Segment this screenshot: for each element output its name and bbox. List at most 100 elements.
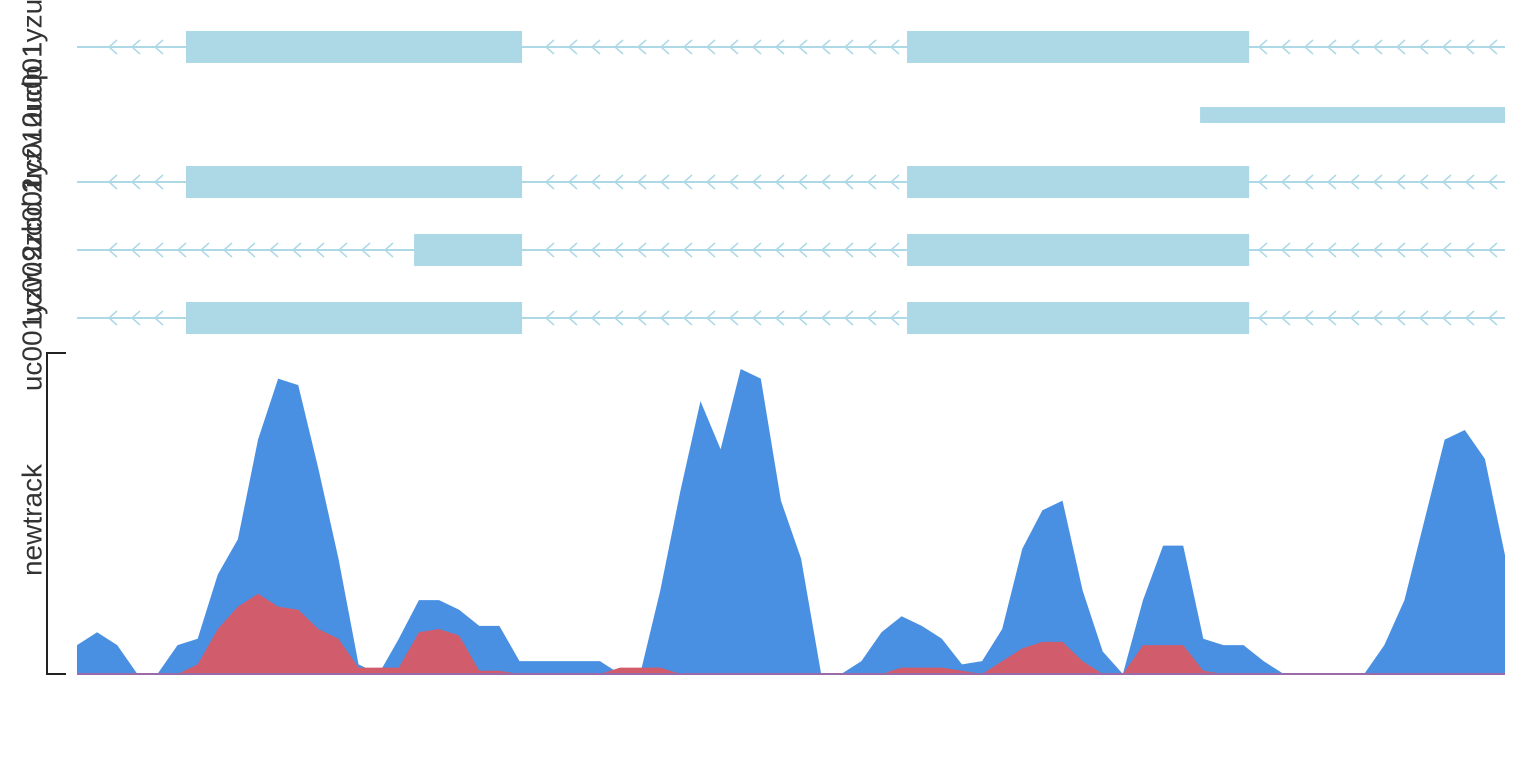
strand-arrow — [1257, 310, 1268, 326]
exon — [907, 302, 1250, 334]
strand-arrow — [130, 310, 141, 326]
strand-arrow — [107, 310, 118, 326]
strand-arrow — [682, 174, 693, 190]
strand-arrow — [567, 242, 578, 258]
strand-arrow — [107, 39, 118, 55]
strand-arrow — [1280, 174, 1291, 190]
transcript-label: uc009zbd.2 — [16, 178, 47, 323]
strand-arrow — [590, 174, 601, 190]
strand-arrow — [590, 39, 601, 55]
strand-arrow — [659, 310, 670, 326]
strand-arrow — [682, 39, 693, 55]
strand-arrow — [705, 174, 716, 190]
strand-arrow — [728, 39, 739, 55]
strand-arrow — [1280, 242, 1291, 258]
strand-arrow — [1441, 174, 1452, 190]
strand-arrow — [590, 310, 601, 326]
strand-arrow — [1326, 310, 1337, 326]
y-axis-label: newtrack — [16, 463, 47, 576]
strand-arrow — [1280, 310, 1291, 326]
strand-arrow — [1372, 39, 1383, 55]
coverage-area — [77, 593, 1505, 674]
strand-arrow — [199, 242, 210, 258]
strand-arrow — [1418, 310, 1429, 326]
strand-arrow — [1441, 310, 1452, 326]
strand-arrow — [820, 174, 831, 190]
strand-arrow — [1372, 310, 1383, 326]
strand-arrow — [636, 39, 647, 55]
strand-arrow — [866, 310, 877, 326]
strand-arrow — [544, 242, 555, 258]
strand-arrow — [1395, 310, 1406, 326]
strand-arrow — [774, 310, 785, 326]
strand-arrow — [1303, 174, 1314, 190]
strand-arrow — [889, 174, 900, 190]
transcript-label: uc001yzw.2 — [16, 245, 47, 391]
strand-arrow — [797, 310, 808, 326]
strand-arrow — [1487, 174, 1498, 190]
strand-arrow — [751, 39, 762, 55]
strand-arrow — [1395, 39, 1406, 55]
strand-arrow — [659, 242, 670, 258]
strand-arrow — [1418, 174, 1429, 190]
strand-arrow — [1349, 310, 1360, 326]
strand-arrow — [889, 242, 900, 258]
strand-arrow — [1464, 310, 1475, 326]
strand-arrow — [705, 242, 716, 258]
strand-arrow — [797, 174, 808, 190]
strand-arrow — [751, 310, 762, 326]
strand-arrow — [153, 174, 164, 190]
strand-arrow — [1257, 39, 1268, 55]
strand-arrow — [1303, 39, 1314, 55]
strand-arrow — [176, 242, 187, 258]
strand-arrow — [1464, 242, 1475, 258]
strand-arrow — [613, 174, 624, 190]
strand-arrow — [728, 310, 739, 326]
strand-arrow — [820, 310, 831, 326]
strand-arrow — [314, 242, 325, 258]
strand-arrow — [590, 242, 601, 258]
strand-arrow — [1464, 39, 1475, 55]
strand-arrow — [1487, 39, 1498, 55]
strand-arrow — [613, 39, 624, 55]
strand-arrow — [636, 310, 647, 326]
strand-arrow — [728, 242, 739, 258]
strand-arrow — [544, 174, 555, 190]
strand-arrow — [843, 39, 854, 55]
strand-arrow — [728, 174, 739, 190]
strand-arrow — [1441, 242, 1452, 258]
exon — [907, 234, 1250, 266]
strand-arrow — [843, 242, 854, 258]
exon — [186, 166, 523, 198]
strand-arrow — [866, 242, 877, 258]
strand-arrow — [291, 242, 302, 258]
strand-arrow — [866, 174, 877, 190]
strand-arrow — [636, 242, 647, 258]
strand-arrow — [153, 39, 164, 55]
strand-arrow — [222, 242, 233, 258]
strand-arrow — [107, 174, 118, 190]
exon — [414, 234, 523, 266]
exon — [907, 31, 1250, 63]
strand-arrow — [889, 39, 900, 55]
strand-arrow — [889, 310, 900, 326]
strand-arrow — [820, 39, 831, 55]
y-axis — [46, 352, 66, 675]
strand-arrow — [1395, 242, 1406, 258]
strand-arrow — [613, 242, 624, 258]
strand-arrow — [1257, 242, 1268, 258]
strand-arrow — [268, 242, 279, 258]
strand-arrow — [1418, 39, 1429, 55]
coverage-area — [77, 369, 1505, 674]
strand-arrow — [1487, 242, 1498, 258]
exon — [186, 302, 523, 334]
strand-arrow — [1372, 242, 1383, 258]
strand-arrow — [130, 174, 141, 190]
strand-arrow — [659, 39, 670, 55]
strand-arrow — [567, 39, 578, 55]
strand-arrow — [1303, 310, 1314, 326]
strand-arrow — [153, 310, 164, 326]
strand-arrow — [705, 39, 716, 55]
strand-arrow — [153, 242, 164, 258]
